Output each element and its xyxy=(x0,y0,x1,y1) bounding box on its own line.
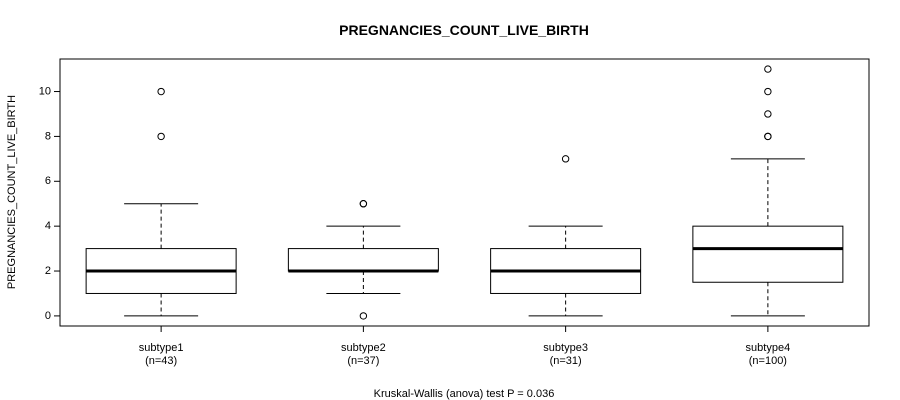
y-axis-label: PREGNANCIES_COUNT_LIVE_BIRTH xyxy=(6,95,18,289)
box-subtype3: subtype3(n=31) xyxy=(490,155,642,367)
outlier-point xyxy=(764,65,772,73)
category-count-label: (n=100) xyxy=(749,355,787,367)
y-tick-label: 2 xyxy=(45,265,51,277)
box-subtype1: subtype1(n=43) xyxy=(85,87,237,367)
outlier-point xyxy=(764,132,772,141)
outlier-point xyxy=(157,87,165,96)
outlier-point xyxy=(157,132,165,141)
y-tick-label: 10 xyxy=(39,85,51,97)
outlier-point xyxy=(561,155,570,163)
category-count-label: (n=31) xyxy=(550,355,582,367)
y-tick-label: 6 xyxy=(45,175,51,187)
category-count-label: (n=37) xyxy=(347,355,379,367)
category-label: subtype2 xyxy=(341,342,386,354)
outlier-point xyxy=(359,312,368,320)
box-subtype2: subtype2(n=37) xyxy=(287,200,439,367)
outlier-point xyxy=(359,200,368,208)
plot-frame xyxy=(59,58,870,327)
box-subtype4: subtype4(n=100) xyxy=(692,65,844,367)
outlier-point xyxy=(764,87,772,96)
category-count-label: (n=43) xyxy=(145,355,177,367)
category-label: subtype1 xyxy=(139,342,184,354)
y-tick-label: 8 xyxy=(45,130,51,142)
category-label: subtype3 xyxy=(543,342,588,354)
y-tick-label: 0 xyxy=(45,310,51,322)
footnote-test-result: Kruskal-Wallis (anova) test P = 0.036 xyxy=(374,388,555,400)
outlier-point xyxy=(764,110,772,118)
iqr-box xyxy=(287,248,439,272)
iqr-box xyxy=(692,225,844,283)
y-tick-label: 4 xyxy=(45,220,51,232)
chart-title: PREGNANCIES_COUNT_LIVE_BIRTH xyxy=(339,22,589,38)
category-label: subtype4 xyxy=(746,342,791,354)
